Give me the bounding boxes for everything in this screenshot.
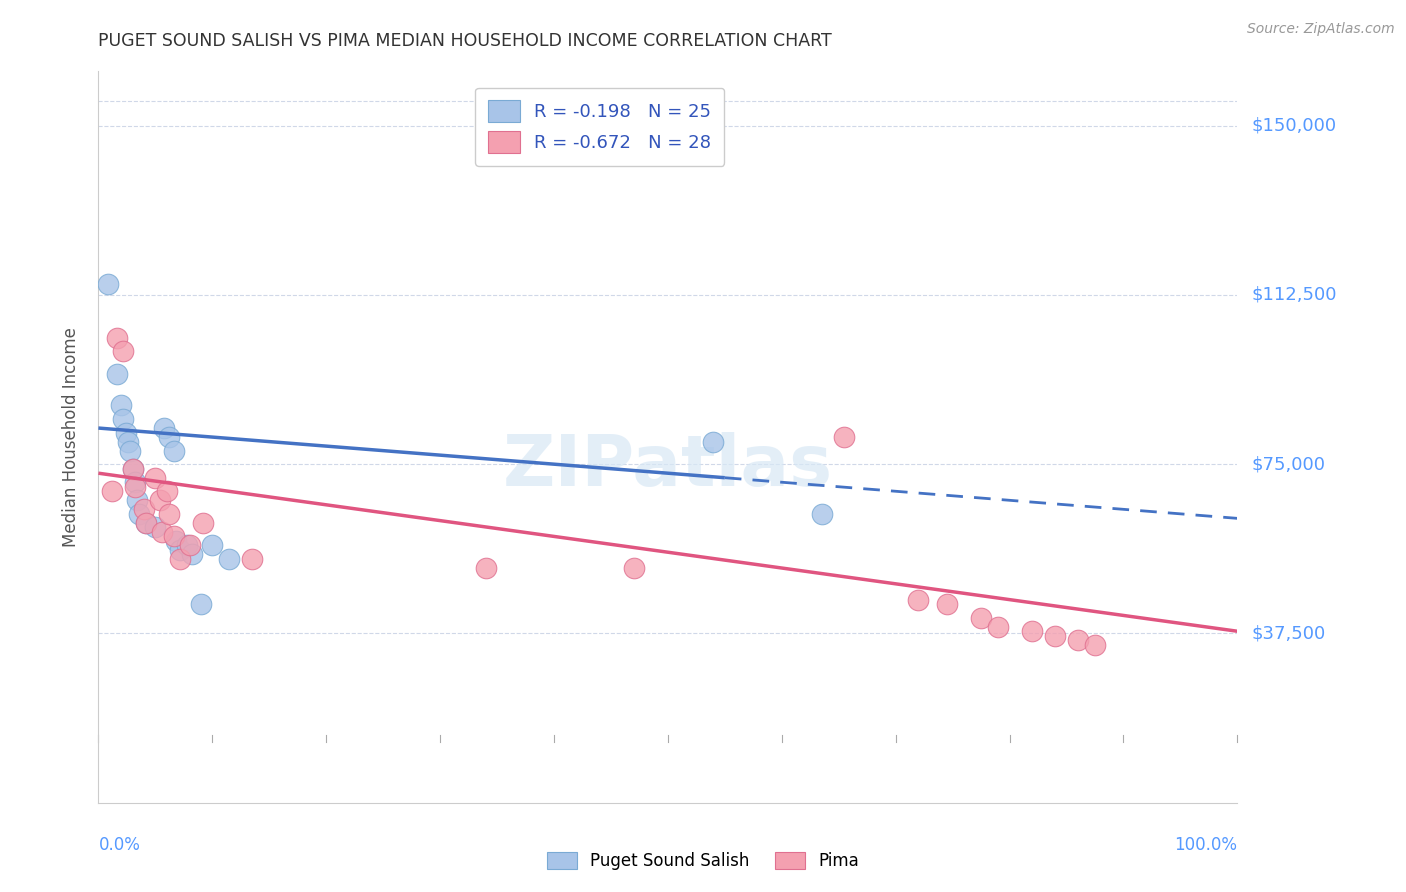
Point: [135, 516, 157, 530]
Y-axis label: Median Household Income: Median Household Income: [62, 327, 80, 547]
Point: [623, 561, 645, 575]
Point: [1084, 638, 1107, 652]
Text: $112,500: $112,500: [1251, 285, 1337, 304]
Point: [1021, 624, 1043, 639]
Point: [145, 520, 167, 534]
Point: [157, 430, 180, 444]
Point: [165, 533, 187, 548]
Point: [145, 471, 167, 485]
Point: [117, 434, 139, 449]
Point: [987, 620, 1010, 634]
Text: 0.0%: 0.0%: [98, 836, 141, 854]
Legend: Puget Sound Salish, Pima: Puget Sound Salish, Pima: [540, 845, 866, 877]
Point: [810, 507, 832, 521]
Point: [96, 277, 118, 291]
Point: [1043, 629, 1066, 643]
Text: ZIPatlas: ZIPatlas: [503, 432, 832, 500]
Point: [110, 399, 132, 413]
Text: PUGET SOUND SALISH VS PIMA MEDIAN HOUSEHOLD INCOME CORRELATION CHART: PUGET SOUND SALISH VS PIMA MEDIAN HOUSEH…: [98, 32, 832, 50]
Point: [157, 507, 180, 521]
Point: [114, 425, 136, 440]
Point: [201, 538, 224, 552]
Text: Source: ZipAtlas.com: Source: ZipAtlas.com: [1247, 22, 1395, 37]
Point: [193, 516, 215, 530]
Point: [150, 524, 173, 539]
Point: [112, 412, 135, 426]
Point: [127, 493, 149, 508]
Point: [169, 552, 191, 566]
Legend: R = -0.198   N = 25, R = -0.672   N = 28: R = -0.198 N = 25, R = -0.672 N = 28: [475, 87, 724, 166]
Point: [101, 484, 124, 499]
Point: [105, 331, 128, 345]
Point: [135, 516, 157, 530]
Text: $150,000: $150,000: [1251, 117, 1336, 135]
Point: [169, 543, 191, 558]
Point: [190, 597, 212, 611]
Point: [176, 538, 198, 552]
Text: $37,500: $37,500: [1251, 624, 1326, 642]
Point: [935, 597, 957, 611]
Point: [179, 538, 201, 552]
Point: [156, 484, 179, 499]
Point: [162, 443, 184, 458]
Point: [121, 461, 143, 475]
Point: [132, 502, 155, 516]
Point: [970, 610, 993, 624]
Point: [120, 443, 142, 458]
Point: [1067, 633, 1090, 648]
Point: [240, 552, 263, 566]
Point: [702, 434, 724, 449]
Point: [124, 480, 146, 494]
Text: 100.0%: 100.0%: [1174, 836, 1237, 854]
Point: [121, 461, 143, 475]
Point: [153, 421, 176, 435]
Point: [105, 367, 128, 381]
Point: [162, 529, 184, 543]
Point: [149, 493, 172, 508]
Text: $75,000: $75,000: [1251, 455, 1326, 473]
Point: [112, 344, 135, 359]
Point: [128, 507, 150, 521]
Point: [474, 561, 496, 575]
Point: [907, 592, 929, 607]
Point: [124, 475, 146, 490]
Point: [834, 430, 856, 444]
Point: [218, 552, 240, 566]
Point: [180, 548, 202, 562]
